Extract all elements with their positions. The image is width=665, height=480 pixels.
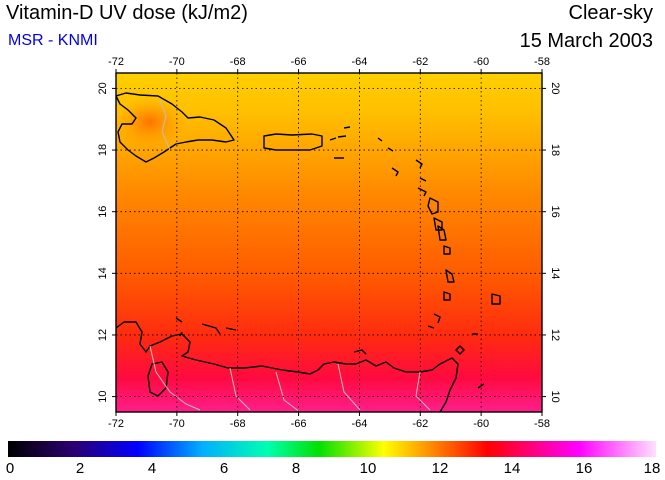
colorbar-tick-label: 14 <box>503 460 521 477</box>
lon-label-bottom: -66 <box>291 418 307 430</box>
lat-label-right: 16 <box>549 206 561 218</box>
lon-label-top: -72 <box>108 56 124 68</box>
coastline-virgin-islands <box>329 126 351 159</box>
dose-hotspot <box>116 96 186 148</box>
lat-label-right: 12 <box>549 329 561 341</box>
lat-label-right: 14 <box>549 267 561 279</box>
colorbar-tick-label: 8 <box>291 460 301 477</box>
colorbar-tick-label: 16 <box>575 460 593 477</box>
coastline-lesser-antilles <box>377 137 501 329</box>
border-colombia-venezuela <box>149 345 201 411</box>
lat-label-left: 20 <box>97 82 109 94</box>
lon-label-top: -58 <box>534 56 550 68</box>
colorbar-tick-label: 18 <box>643 460 661 477</box>
colorbar-tick-label: 10 <box>359 460 377 477</box>
coastline-abc-islands <box>175 317 237 337</box>
colorbar-tick-label: 4 <box>147 460 157 477</box>
lon-label-bottom: -70 <box>169 418 185 430</box>
lon-label-top: -68 <box>230 56 246 68</box>
map-frame <box>115 72 543 413</box>
colorbar-tick-label: 0 <box>5 460 15 477</box>
lon-label-top: -70 <box>169 56 185 68</box>
border-states <box>229 363 431 412</box>
lat-lon-grid <box>116 73 542 412</box>
coastline-lake-maracaibo <box>147 361 169 397</box>
coastline-islands-east <box>353 333 485 389</box>
lat-label-left: 14 <box>97 267 109 279</box>
coastline-puerto-rico <box>263 133 323 151</box>
lat-label-right: 10 <box>549 390 561 402</box>
lat-label-left: 18 <box>97 144 109 156</box>
coastline-south-america <box>116 321 459 412</box>
lon-label-bottom: -64 <box>351 418 367 430</box>
border-haiti-dr <box>159 99 171 151</box>
lon-label-bottom: -60 <box>473 418 489 430</box>
lon-label-top: -66 <box>291 56 307 68</box>
lat-label-left: 10 <box>97 390 109 402</box>
colorbar-tick-label: 2 <box>75 460 85 477</box>
source-label: MSR - KNMI <box>8 32 98 49</box>
lon-label-bottom: -68 <box>230 418 246 430</box>
colorbar-tick-label: 6 <box>219 460 229 477</box>
lat-label-right: 18 <box>549 144 561 156</box>
lon-label-bottom: -62 <box>412 418 428 430</box>
lat-label-left: 12 <box>97 329 109 341</box>
lon-label-bottom: -72 <box>108 418 124 430</box>
colorbar <box>8 441 656 457</box>
lat-label-right: 20 <box>549 82 561 94</box>
lon-label-bottom: -58 <box>534 418 550 430</box>
lon-label-top: -60 <box>473 56 489 68</box>
lat-label-left: 16 <box>97 206 109 218</box>
map-title: Vitamin-D UV dose (kJ/m2) <box>6 2 248 24</box>
date-label: 15 March 2003 <box>519 30 653 52</box>
colorbar-tick-label: 12 <box>431 460 449 477</box>
lon-label-top: -64 <box>351 56 367 68</box>
lon-label-top: -62 <box>412 56 428 68</box>
dose-field <box>116 73 542 412</box>
sky-condition-label: Clear-sky <box>568 2 653 24</box>
coastline-hispaniola <box>116 92 235 163</box>
